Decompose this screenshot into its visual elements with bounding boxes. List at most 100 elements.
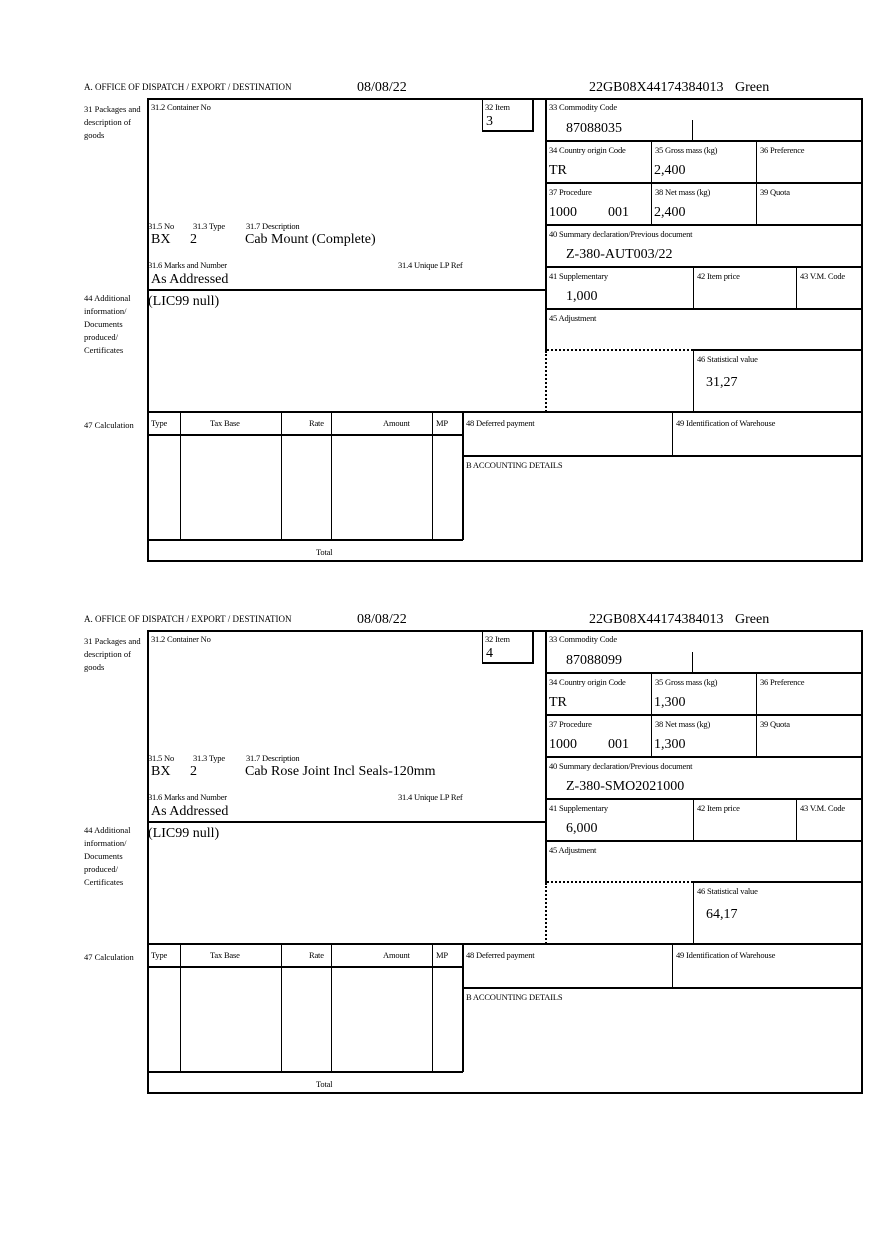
country-origin-code: TR bbox=[549, 695, 567, 710]
rule-line bbox=[147, 966, 463, 968]
label-31-7-description: 31.7 Description bbox=[246, 221, 300, 231]
rule-line bbox=[672, 945, 673, 988]
label-48-deferred-payment: 48 Deferred payment bbox=[466, 418, 535, 428]
rule-line bbox=[545, 756, 862, 758]
rule-line bbox=[693, 881, 862, 883]
declaration-date: 08/08/22 bbox=[357, 612, 407, 627]
route-status: Green bbox=[735, 612, 770, 627]
rule-line bbox=[462, 987, 862, 989]
rule-line bbox=[462, 945, 464, 1072]
rule-line bbox=[482, 632, 483, 664]
supplementary-units: 6,000 bbox=[566, 821, 598, 836]
rule-line bbox=[545, 182, 862, 184]
label-31-7-description: 31.7 Description bbox=[246, 753, 300, 763]
rule-line bbox=[545, 798, 862, 800]
rule-line bbox=[281, 413, 282, 540]
label-46-statistical-value: 46 Statistical value bbox=[697, 886, 758, 896]
label-31-6-marks: 31.6 Marks and Number bbox=[148, 792, 227, 802]
rule-line bbox=[693, 349, 694, 412]
rule-line bbox=[796, 798, 797, 841]
label-40-summary-declaration: 40 Summary declaration/Previous document bbox=[549, 229, 693, 239]
col-amount-header: Amount bbox=[383, 418, 410, 428]
rule-line bbox=[147, 943, 863, 945]
label-43-vm-code: 43 V.M. Code bbox=[800, 271, 845, 281]
label-41-supplementary: 41 Supplementary bbox=[549, 271, 608, 281]
rule-line bbox=[693, 881, 694, 944]
rule-line bbox=[331, 413, 332, 540]
net-mass: 1,300 bbox=[654, 737, 686, 752]
label-31-4-unique-lp-ref: 31.4 Unique LP Ref bbox=[398, 792, 463, 802]
rule-line bbox=[796, 266, 797, 309]
dotted-rule bbox=[545, 883, 547, 944]
label-37-procedure: 37 Procedure bbox=[549, 187, 592, 197]
rule-line bbox=[532, 632, 534, 664]
net-mass: 2,400 bbox=[654, 205, 686, 220]
rule-line bbox=[147, 821, 546, 823]
label-33-commodity-code: 33 Commodity Code bbox=[549, 102, 617, 112]
label-47-calculation: 47 Calculation bbox=[84, 952, 134, 962]
additional-information: (LIC99 null) bbox=[148, 826, 220, 841]
rule-line bbox=[545, 140, 862, 142]
frame-left bbox=[147, 630, 149, 1094]
rule-line bbox=[331, 945, 332, 1072]
procedure-additional-code: 001 bbox=[608, 205, 629, 220]
declaration-date: 08/08/22 bbox=[357, 80, 407, 95]
label-41-supplementary: 41 Supplementary bbox=[549, 803, 608, 813]
rule-line bbox=[693, 349, 862, 351]
dotted-rule bbox=[547, 349, 693, 351]
procedure-code: 1000 bbox=[549, 205, 577, 220]
package-type: 2 bbox=[190, 764, 197, 779]
label-36-preference: 36 Preference bbox=[760, 677, 805, 687]
label-34-country-origin: 34 Country origin Code bbox=[549, 677, 626, 687]
package-no: BX bbox=[151, 232, 171, 247]
label-31-packages: 31 Packages and description of goods bbox=[84, 636, 141, 672]
declaration-reference: 22GB08X44174384013 bbox=[589, 80, 724, 95]
rule-line bbox=[692, 120, 693, 141]
office-header: A. OFFICE OF DISPATCH / EXPORT / DESTINA… bbox=[84, 614, 292, 624]
label-42-item-price: 42 Item price bbox=[697, 271, 740, 281]
frame-left bbox=[147, 98, 149, 562]
rule-line bbox=[147, 1071, 463, 1073]
rule-line bbox=[693, 798, 694, 841]
label-31-3-type: 31.3 Type bbox=[193, 753, 225, 763]
col-mp-header: MP bbox=[436, 418, 448, 428]
label-39-quota: 39 Quota bbox=[760, 187, 790, 197]
label-38-net-mass: 38 Net mass (kg) bbox=[655, 187, 711, 197]
label-35-gross-mass: 35 Gross mass (kg) bbox=[655, 677, 718, 687]
rule-line bbox=[651, 140, 652, 225]
rule-line bbox=[180, 413, 181, 540]
commodity-code: 87088035 bbox=[566, 121, 622, 136]
col-type-header: Type bbox=[151, 950, 168, 960]
rule-line bbox=[545, 714, 862, 716]
col-amount-header: Amount bbox=[383, 950, 410, 960]
rule-line bbox=[545, 266, 862, 268]
accounting-details-label: B ACCOUNTING DETAILS bbox=[466, 460, 563, 470]
marks-and-number: As Addressed bbox=[151, 272, 229, 287]
country-origin-code: TR bbox=[549, 163, 567, 178]
item-number: 3 bbox=[486, 114, 493, 129]
rule-line bbox=[462, 455, 862, 457]
rule-line bbox=[756, 140, 757, 225]
marks-and-number: As Addressed bbox=[151, 804, 229, 819]
rule-line bbox=[482, 100, 483, 132]
label-46-statistical-value: 46 Statistical value bbox=[697, 354, 758, 364]
label-31-5-no: 31.5 No bbox=[148, 221, 174, 231]
gross-mass: 1,300 bbox=[654, 695, 686, 710]
label-45-adjustment: 45 Adjustment bbox=[549, 313, 597, 323]
label-49-warehouse: 49 Identification of Warehouse bbox=[676, 950, 776, 960]
rule-line bbox=[147, 434, 463, 436]
label-44-additional-info: 44 Additional information/ Documents pro… bbox=[84, 293, 131, 355]
col-rate-header: Rate bbox=[309, 950, 324, 960]
label-31-4-unique-lp-ref: 31.4 Unique LP Ref bbox=[398, 260, 463, 270]
frame-bottom bbox=[147, 1092, 863, 1094]
total-label: Total bbox=[316, 1079, 333, 1089]
label-33-commodity-code: 33 Commodity Code bbox=[549, 634, 617, 644]
label-43-vm-code: 43 V.M. Code bbox=[800, 803, 845, 813]
rule-line bbox=[147, 289, 546, 291]
col-mp-header: MP bbox=[436, 950, 448, 960]
label-44-additional-info: 44 Additional information/ Documents pro… bbox=[84, 825, 131, 887]
package-type: 2 bbox=[190, 232, 197, 247]
label-34-country-origin: 34 Country origin Code bbox=[549, 145, 626, 155]
label-39-quota: 39 Quota bbox=[760, 719, 790, 729]
label-35-gross-mass: 35 Gross mass (kg) bbox=[655, 145, 718, 155]
